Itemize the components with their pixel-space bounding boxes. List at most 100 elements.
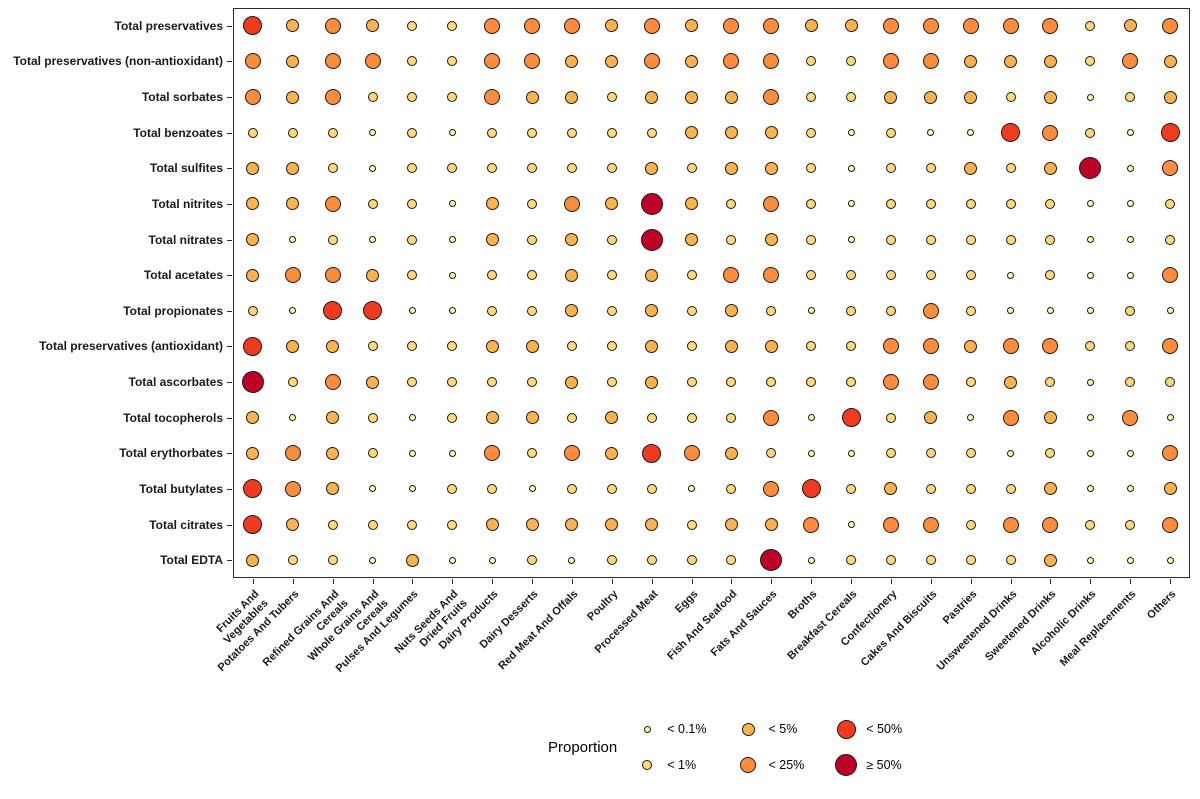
legend: Proportion < 0.1% < 1% < 5% < 25% < 50% ≥ 50% (548, 716, 902, 778)
proportion-dot (646, 555, 657, 566)
proportion-dot (1126, 485, 1134, 493)
proportion-dot (844, 19, 858, 33)
proportion-dot (1086, 414, 1094, 422)
proportion-dot (763, 480, 780, 497)
legend-label: < 5% (768, 722, 798, 736)
proportion-dot (646, 127, 657, 138)
x-axis-tick (571, 579, 573, 584)
proportion-dot (286, 19, 300, 33)
proportion-dot (965, 483, 976, 494)
proportion-dot (488, 556, 496, 564)
proportion-dot (806, 163, 817, 174)
x-axis-tick (691, 579, 693, 584)
proportion-dot (565, 304, 579, 318)
y-axis-tick (227, 310, 232, 312)
proportion-dot (524, 53, 541, 70)
proportion-dot (565, 90, 579, 104)
proportion-dot (965, 519, 976, 530)
proportion-dot (1004, 54, 1018, 68)
x-axis-tick (452, 579, 454, 584)
proportion-dot (408, 449, 416, 457)
proportion-dot (407, 20, 418, 31)
proportion-dot (247, 305, 258, 316)
proportion-dot (925, 555, 936, 566)
proportion-dot (1163, 54, 1177, 68)
x-axis-tick (532, 579, 534, 584)
proportion-dot (925, 163, 936, 174)
x-axis-tick (332, 579, 334, 584)
proportion-dot (525, 411, 539, 425)
proportion-dot (1126, 164, 1134, 172)
proportion-dot (1166, 307, 1174, 315)
proportion-dot (448, 200, 456, 208)
proportion-dot (1122, 409, 1139, 426)
proportion-dot (326, 411, 340, 425)
proportion-dot (885, 198, 896, 209)
proportion-dot (726, 234, 737, 245)
proportion-dot (847, 129, 855, 137)
proportion-dot (605, 446, 619, 460)
proportion-dot (686, 377, 697, 388)
proportion-dot (846, 92, 857, 103)
proportion-dot (407, 56, 418, 67)
proportion-dot (1002, 409, 1019, 426)
proportion-dot (566, 163, 577, 174)
proportion-dot (366, 268, 380, 282)
proportion-dot (366, 375, 380, 389)
proportion-dot (1085, 20, 1096, 31)
x-axis-tick (930, 579, 932, 584)
legend-swatch-circle (643, 725, 651, 733)
proportion-dot (885, 234, 896, 245)
y-axis-tick (227, 239, 232, 241)
proportion-dot (326, 482, 340, 496)
x-axis-tick (1050, 579, 1052, 584)
proportion-dot (565, 233, 579, 247)
proportion-dot (846, 483, 857, 494)
proportion-dot (448, 129, 456, 137)
proportion-dot (1086, 485, 1094, 493)
proportion-dot (566, 341, 577, 352)
proportion-dot (806, 92, 817, 103)
proportion-dot (243, 515, 263, 535)
proportion-dot (964, 90, 978, 104)
y-axis-tick (227, 168, 232, 170)
proportion-dot (1007, 449, 1015, 457)
legend-item: < 25% (736, 753, 804, 777)
y-axis-tick (227, 132, 232, 134)
proportion-dot (885, 270, 896, 281)
proportion-dot (324, 17, 341, 34)
proportion-dot (804, 19, 818, 33)
y-axis-tick (227, 382, 232, 384)
proportion-dot (726, 377, 737, 388)
proportion-dot (885, 555, 896, 566)
proportion-dot (324, 374, 341, 391)
proportion-dot (965, 270, 976, 281)
proportion-dot (645, 268, 659, 282)
proportion-dot (884, 90, 898, 104)
proportion-dot (685, 19, 699, 33)
proportion-dot (286, 197, 300, 211)
y-axis-label: Total preservatives (antioxidant) (39, 339, 223, 354)
proportion-dot (763, 195, 780, 212)
y-axis-label: Total propionates (123, 303, 223, 318)
proportion-dot (568, 556, 576, 564)
proportion-dot (286, 54, 300, 68)
proportion-dot (846, 270, 857, 281)
proportion-dot (806, 270, 817, 281)
y-axis-tick (227, 203, 232, 205)
proportion-dot (525, 339, 539, 353)
proportion-dot (528, 485, 536, 493)
proportion-dot (962, 17, 979, 34)
proportion-dot (246, 446, 260, 460)
x-axis-tick (1130, 579, 1132, 584)
proportion-dot (527, 270, 538, 281)
proportion-dot (643, 53, 660, 70)
proportion-dot (1163, 90, 1177, 104)
y-axis-label: Total citrates (149, 517, 223, 532)
proportion-dot (525, 518, 539, 532)
proportion-dot (448, 307, 456, 315)
proportion-dot (606, 92, 617, 103)
legend-label: < 0.1% (667, 722, 707, 736)
y-axis-label: Total EDTA (160, 553, 223, 568)
proportion-dot (606, 270, 617, 281)
